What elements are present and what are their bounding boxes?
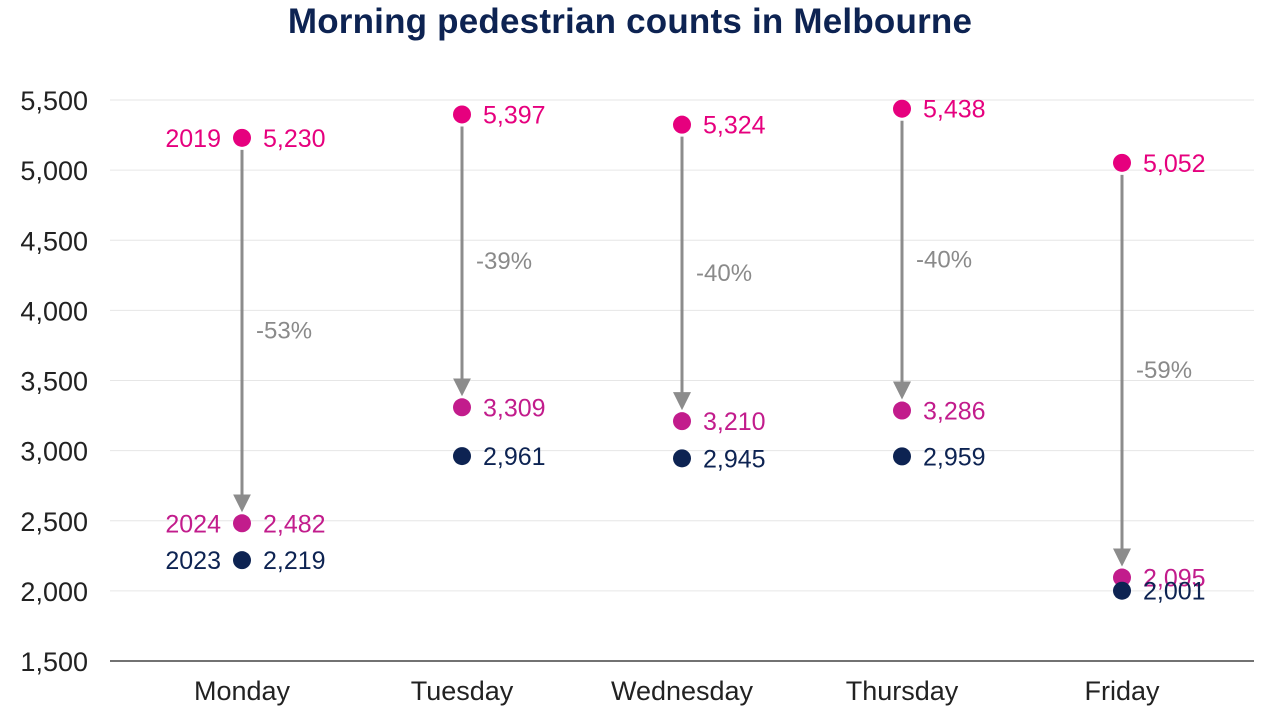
data-point-2019 bbox=[673, 115, 691, 134]
data-point-2024 bbox=[893, 401, 911, 420]
y-tick-label: 2,000 bbox=[20, 577, 88, 607]
data-label-2019: 5,324 bbox=[703, 112, 766, 140]
change-label: -40% bbox=[696, 260, 752, 287]
change-label: -59% bbox=[1136, 357, 1192, 384]
y-tick-label: 1,500 bbox=[20, 647, 88, 677]
data-point-2019 bbox=[453, 105, 471, 124]
data-point-2024 bbox=[233, 514, 251, 533]
legend-label-2024: 2024 bbox=[165, 510, 221, 538]
data-point-2019 bbox=[1113, 153, 1131, 172]
data-point-2024 bbox=[453, 398, 471, 417]
x-tick-label: Friday bbox=[1084, 676, 1160, 706]
legend-label-2023: 2023 bbox=[165, 547, 221, 575]
data-point-2019 bbox=[233, 128, 251, 147]
data-label-2023: 2,961 bbox=[483, 443, 546, 471]
x-tick-label: Wednesday bbox=[611, 676, 754, 706]
y-tick-label: 2,500 bbox=[20, 507, 88, 537]
data-point-2023 bbox=[673, 449, 691, 468]
data-label-2023: 2,945 bbox=[703, 445, 766, 473]
data-label-2019: 5,230 bbox=[263, 125, 326, 153]
y-tick-label: 5,000 bbox=[20, 156, 88, 186]
data-label-2024: 3,286 bbox=[923, 398, 986, 426]
data-point-2023 bbox=[893, 447, 911, 466]
data-label-2024: 3,210 bbox=[703, 408, 766, 436]
data-label-2024: 2,095 bbox=[1143, 565, 1206, 593]
change-label: -53% bbox=[256, 318, 312, 345]
change-label: -39% bbox=[476, 248, 532, 275]
data-label-2023: 2,959 bbox=[923, 443, 986, 471]
data-label-2019: 5,397 bbox=[483, 101, 546, 129]
y-tick-label: 4,500 bbox=[20, 226, 88, 256]
y-tick-label: 3,000 bbox=[20, 437, 88, 467]
data-label-2023: 2,001 bbox=[1143, 578, 1206, 606]
x-tick-label: Tuesday bbox=[411, 676, 514, 706]
legend-label-2019: 2019 bbox=[165, 125, 221, 153]
data-label-2019: 5,052 bbox=[1143, 150, 1206, 178]
data-label-2024: 3,309 bbox=[483, 394, 546, 422]
x-tick-label: Monday bbox=[194, 676, 291, 706]
data-label-2019: 5,438 bbox=[923, 96, 986, 124]
y-tick-label: 4,000 bbox=[20, 296, 88, 326]
x-tick-label: Thursday bbox=[846, 676, 959, 706]
data-point-2023 bbox=[233, 551, 251, 570]
data-point-2024 bbox=[673, 412, 691, 431]
data-point-2019 bbox=[893, 99, 911, 118]
y-tick-label: 5,500 bbox=[20, 86, 88, 116]
data-label-2024: 2,482 bbox=[263, 510, 326, 538]
data-point-2023 bbox=[1113, 581, 1131, 600]
data-point-2024 bbox=[1113, 568, 1131, 587]
data-point-2023 bbox=[453, 447, 471, 466]
data-label-2023: 2,219 bbox=[263, 547, 326, 575]
y-tick-label: 3,500 bbox=[20, 367, 88, 397]
chart-title: Morning pedestrian counts in Melbourne bbox=[287, 2, 973, 41]
change-label: -40% bbox=[916, 247, 972, 274]
